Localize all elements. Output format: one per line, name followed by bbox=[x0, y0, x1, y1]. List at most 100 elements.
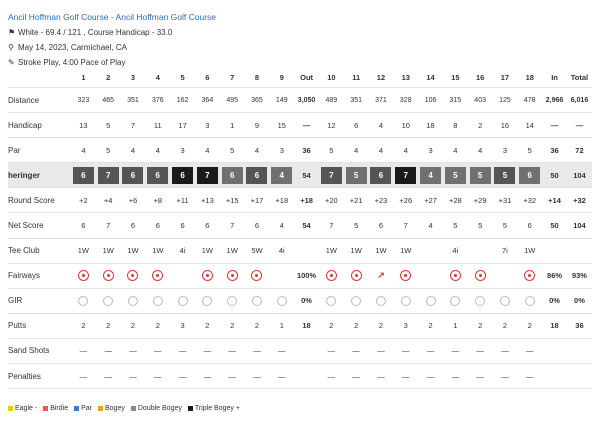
fairways-cell-11 bbox=[343, 263, 369, 289]
gir-missed-icon bbox=[202, 295, 213, 306]
row-label-fairways: Fairways bbox=[8, 263, 71, 289]
column-header-14: 14 bbox=[418, 68, 443, 88]
par-cell-13: 4 bbox=[393, 137, 419, 164]
round-score-cell-11: +21 bbox=[343, 187, 369, 214]
tee-club-cell-11: 1W bbox=[343, 238, 369, 264]
column-header-1: 1 bbox=[71, 68, 96, 88]
row-label-putts: Putts bbox=[8, 313, 71, 339]
legend-item: Bogey bbox=[98, 405, 125, 412]
putts-cell-13: 3 bbox=[393, 313, 419, 339]
gir-missed-icon bbox=[227, 295, 238, 306]
sand-shots-cell-10: — bbox=[318, 338, 344, 365]
par-cell-out: 36 bbox=[294, 137, 319, 164]
penalties-cell-15: — bbox=[442, 363, 468, 390]
distance-cell-in: 2,966 bbox=[542, 87, 567, 114]
net-score-cell-12: 6 bbox=[368, 212, 394, 239]
fairways-cell-in: 86% bbox=[542, 263, 567, 289]
heringer-cell-13: 7 bbox=[393, 162, 419, 189]
handicap-cell-2: 5 bbox=[95, 112, 121, 139]
row-par: Par 4 5 4 4 3 4 5 4 3 36 5 4 4 4 3 4 4 3 5 36 72 bbox=[8, 137, 592, 164]
par-cell-16: 4 bbox=[467, 137, 493, 164]
gir-missed-icon bbox=[103, 295, 114, 306]
hole-score-box: 7 bbox=[320, 166, 342, 184]
tee-club-cell-out bbox=[294, 238, 319, 264]
penalties-cell-1: — bbox=[71, 363, 96, 390]
gir-cell-15 bbox=[442, 288, 468, 314]
handicap-cell-13: 10 bbox=[393, 112, 419, 139]
sand-shots-cell-out bbox=[294, 338, 319, 365]
column-header-3: 3 bbox=[120, 68, 146, 88]
putts-cell-5: 3 bbox=[170, 313, 195, 339]
distance-cell-18: 478 bbox=[517, 87, 543, 114]
column-header-8: 8 bbox=[244, 68, 270, 88]
column-header-10: 10 bbox=[318, 68, 344, 88]
gir-missed-icon bbox=[78, 295, 89, 306]
fairways-cell-8 bbox=[244, 263, 270, 289]
heringer-cell-total: 104 bbox=[566, 162, 592, 189]
net-score-cell-9: 4 bbox=[269, 212, 295, 239]
net-score-cell-18: 6 bbox=[517, 212, 543, 239]
tee-club-cell-14 bbox=[418, 238, 443, 264]
legend-swatch bbox=[8, 405, 13, 411]
tee-club-cell-13: 1W bbox=[393, 238, 419, 264]
heringer-cell-7: 6 bbox=[219, 162, 245, 189]
distance-cell-13: 328 bbox=[393, 87, 419, 114]
row-round-score: Round Score +2 +4 +6 +8 +11 +13 +15 +17 +18 +18 +20… bbox=[8, 187, 592, 214]
heringer-cell-in: 50 bbox=[542, 162, 567, 189]
distance-cell-3: 351 bbox=[120, 87, 146, 114]
heringer-cell-1: 6 bbox=[71, 162, 96, 189]
location-pin-icon: ⚲ bbox=[8, 43, 14, 52]
row-net-score: Net Score 6 7 6 6 6 6 7 6 4 54 7 5 6 7 4 5 5 5 6 50 104 bbox=[8, 212, 592, 239]
sand-shots-cell-13: — bbox=[393, 338, 419, 365]
handicap-cell-11: 6 bbox=[343, 112, 369, 139]
handicap-cell-12: 4 bbox=[368, 112, 394, 139]
distance-cell-12: 371 bbox=[368, 87, 394, 114]
hole-score-box: 7 bbox=[97, 166, 119, 184]
column-header-12: 12 bbox=[368, 68, 394, 88]
hole-score-box: 6 bbox=[172, 166, 194, 184]
hole-score-box: 6 bbox=[246, 166, 268, 184]
fairways-cell-out: 100% bbox=[294, 263, 319, 289]
date-location-text: May 14, 2023, Carmichael, CA bbox=[18, 43, 127, 52]
heringer-cell-9: 4 bbox=[269, 162, 295, 189]
fairway-hit-icon bbox=[102, 270, 114, 282]
penalties-cell-14: — bbox=[418, 363, 443, 390]
penalties-cell-total bbox=[566, 363, 592, 390]
handicap-cell-3: 7 bbox=[120, 112, 146, 139]
distance-cell-out: 3,050 bbox=[294, 87, 319, 114]
sand-shots-cell-total bbox=[566, 338, 592, 365]
legend-swatch bbox=[98, 405, 103, 411]
putts-cell-12: 2 bbox=[368, 313, 394, 339]
net-score-cell-3: 6 bbox=[120, 212, 146, 239]
par-cell-14: 3 bbox=[418, 137, 443, 164]
row-label-sand-shots: Sand Shots bbox=[8, 338, 71, 365]
legend-item: Double Bogey bbox=[130, 405, 182, 412]
tee-club-cell-10: 1W bbox=[318, 238, 344, 264]
column-header-11: 11 bbox=[343, 68, 369, 88]
sand-shots-cell-15: — bbox=[442, 338, 468, 365]
putts-cell-7: 2 bbox=[219, 313, 245, 339]
round-score-cell-7: +15 bbox=[219, 187, 245, 214]
penalties-cell-18: — bbox=[517, 363, 543, 390]
distance-cell-4: 376 bbox=[145, 87, 171, 114]
distance-cell-6: 364 bbox=[194, 87, 220, 114]
row-label-round-score: Round Score bbox=[8, 187, 71, 214]
row-label-heringer[interactable]: heringer bbox=[8, 162, 71, 189]
heringer-cell-2: 7 bbox=[95, 162, 121, 189]
penalties-cell-17: — bbox=[492, 363, 518, 390]
heringer-cell-4: 6 bbox=[145, 162, 171, 189]
net-score-cell-in: 50 bbox=[542, 212, 567, 239]
tee-club-cell-in bbox=[542, 238, 567, 264]
gir-cell-18 bbox=[517, 288, 543, 314]
hole-score-box: 6 bbox=[147, 166, 169, 184]
putts-cell-out: 18 bbox=[294, 313, 319, 339]
gir-cell-9 bbox=[269, 288, 295, 314]
penalties-cell-8: — bbox=[244, 363, 270, 390]
penalties-cell-10: — bbox=[318, 363, 344, 390]
heringer-cell-18: 6 bbox=[517, 162, 543, 189]
column-header-16: 16 bbox=[467, 68, 493, 88]
tee-club-cell-6: 1W bbox=[194, 238, 220, 264]
course-title-link[interactable]: Ancil Hoffman Golf Course - Ancil Hoffma… bbox=[8, 12, 217, 22]
par-cell-15: 4 bbox=[442, 137, 468, 164]
putts-cell-6: 2 bbox=[194, 313, 220, 339]
